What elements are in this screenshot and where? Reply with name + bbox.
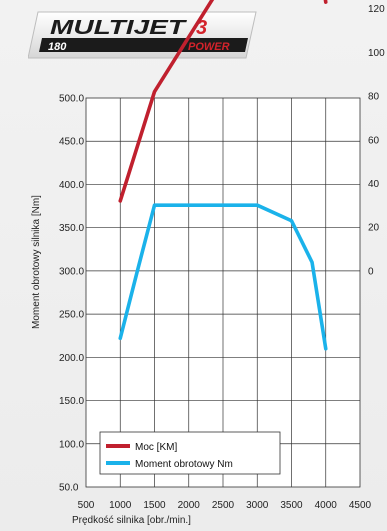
y-left-tick-label: 150.0 <box>59 396 84 407</box>
y-right-tick-label: 80 <box>368 92 380 103</box>
y-right-tick-label: 120 <box>368 4 385 15</box>
y-left-tick-label: 100.0 <box>59 439 84 450</box>
grid <box>85 97 361 488</box>
y-left-tick-label: 500.0 <box>59 94 84 105</box>
y-left-tick-label: 450.0 <box>59 137 84 148</box>
x-axis-title: Prędkość silnika [obr./min.] <box>72 515 191 526</box>
tick-labels: 500 1000 1500 2000 2500 3000 3500 4000 450050.01… <box>59 4 385 511</box>
y-right-tick-label: 20 <box>368 223 380 234</box>
x-tick-label: 1000 <box>109 500 132 511</box>
logo-bottom-text: POWER <box>188 41 230 53</box>
y-left-tick-label: 50.0 <box>59 483 79 494</box>
y-left-tick-label: 400.0 <box>59 180 84 191</box>
logo-top-text: MULTIJET <box>50 17 187 39</box>
y-left-tick-label: 350.0 <box>59 223 84 234</box>
legend: Moc [KM] Moment obrotowy Nm <box>99 431 281 475</box>
y-left-tick-label: 300.0 <box>59 266 84 277</box>
logo-bottom-number: 180 <box>48 41 67 53</box>
series-line-power <box>118 0 328 203</box>
y-right-tick-label: 40 <box>368 179 380 190</box>
legend-label-power: Moc [KM] <box>135 442 177 453</box>
x-tick-label: 1500 <box>143 500 166 511</box>
y-right-tick-label: 60 <box>368 135 380 146</box>
legend-label-torque: Moment obrotowy Nm <box>135 459 233 470</box>
x-tick-label: 4500 <box>349 500 372 511</box>
x-tick-label: 3000 <box>246 500 269 511</box>
logo-top-number: 3 <box>196 17 207 39</box>
x-tick-label: 500 <box>78 500 95 511</box>
x-tick-label: 2500 <box>212 500 235 511</box>
y-right-tick-label: 100 <box>368 48 385 59</box>
y-left-tick-label: 200.0 <box>59 353 84 364</box>
series-layer <box>118 0 328 351</box>
y-right-tick-label: 0 <box>368 266 374 277</box>
x-tick-label: 4000 <box>315 500 338 511</box>
y-axis-title: Moment obrotowy silnika [Nm] <box>31 195 42 329</box>
x-tick-label: 3500 <box>280 500 303 511</box>
legend-box <box>99 431 281 475</box>
y-left-tick-label: 250.0 <box>59 310 84 321</box>
x-tick-label: 2000 <box>178 500 201 511</box>
series-line-torque <box>118 203 328 351</box>
